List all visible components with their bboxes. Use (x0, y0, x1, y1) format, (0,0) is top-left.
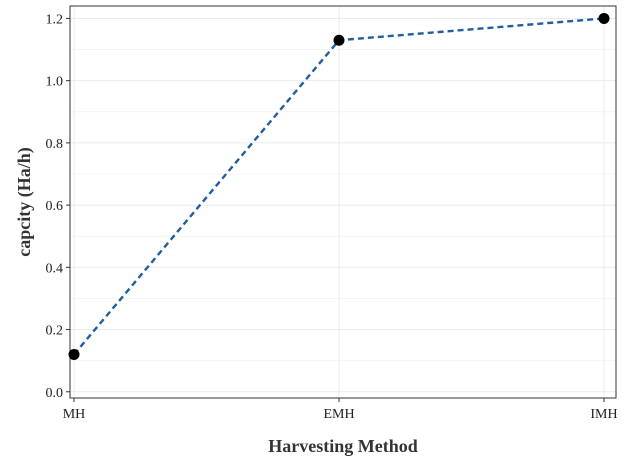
plot-panel (69, 5, 617, 399)
y-axis: 0.0 0.2 0.4 0.6 0.8 1.0 1.2 (46, 12, 70, 401)
x-tick-label: EMH (323, 407, 354, 422)
x-tick-label: IMH (590, 407, 617, 422)
x-tick-label: MH (63, 407, 86, 422)
y-tick-label: 0.6 (46, 199, 64, 214)
data-point (68, 348, 80, 360)
y-tick-label: 0.0 (46, 386, 64, 401)
y-axis-title: capcity (Ha/h) (14, 147, 35, 257)
data-point (333, 34, 345, 46)
y-tick-label: 0.8 (46, 137, 64, 152)
y-tick-label: 0.2 (46, 324, 64, 339)
x-axis-title: Harvesting Method (268, 436, 417, 456)
grid-lines (70, 6, 616, 398)
y-tick-label: 1.0 (46, 75, 64, 90)
y-tick-label: 1.2 (46, 12, 64, 27)
data-point (598, 12, 610, 24)
y-tick-label: 0.4 (46, 261, 64, 276)
data-points (68, 12, 610, 360)
x-axis: MH EMH IMH (63, 398, 618, 422)
